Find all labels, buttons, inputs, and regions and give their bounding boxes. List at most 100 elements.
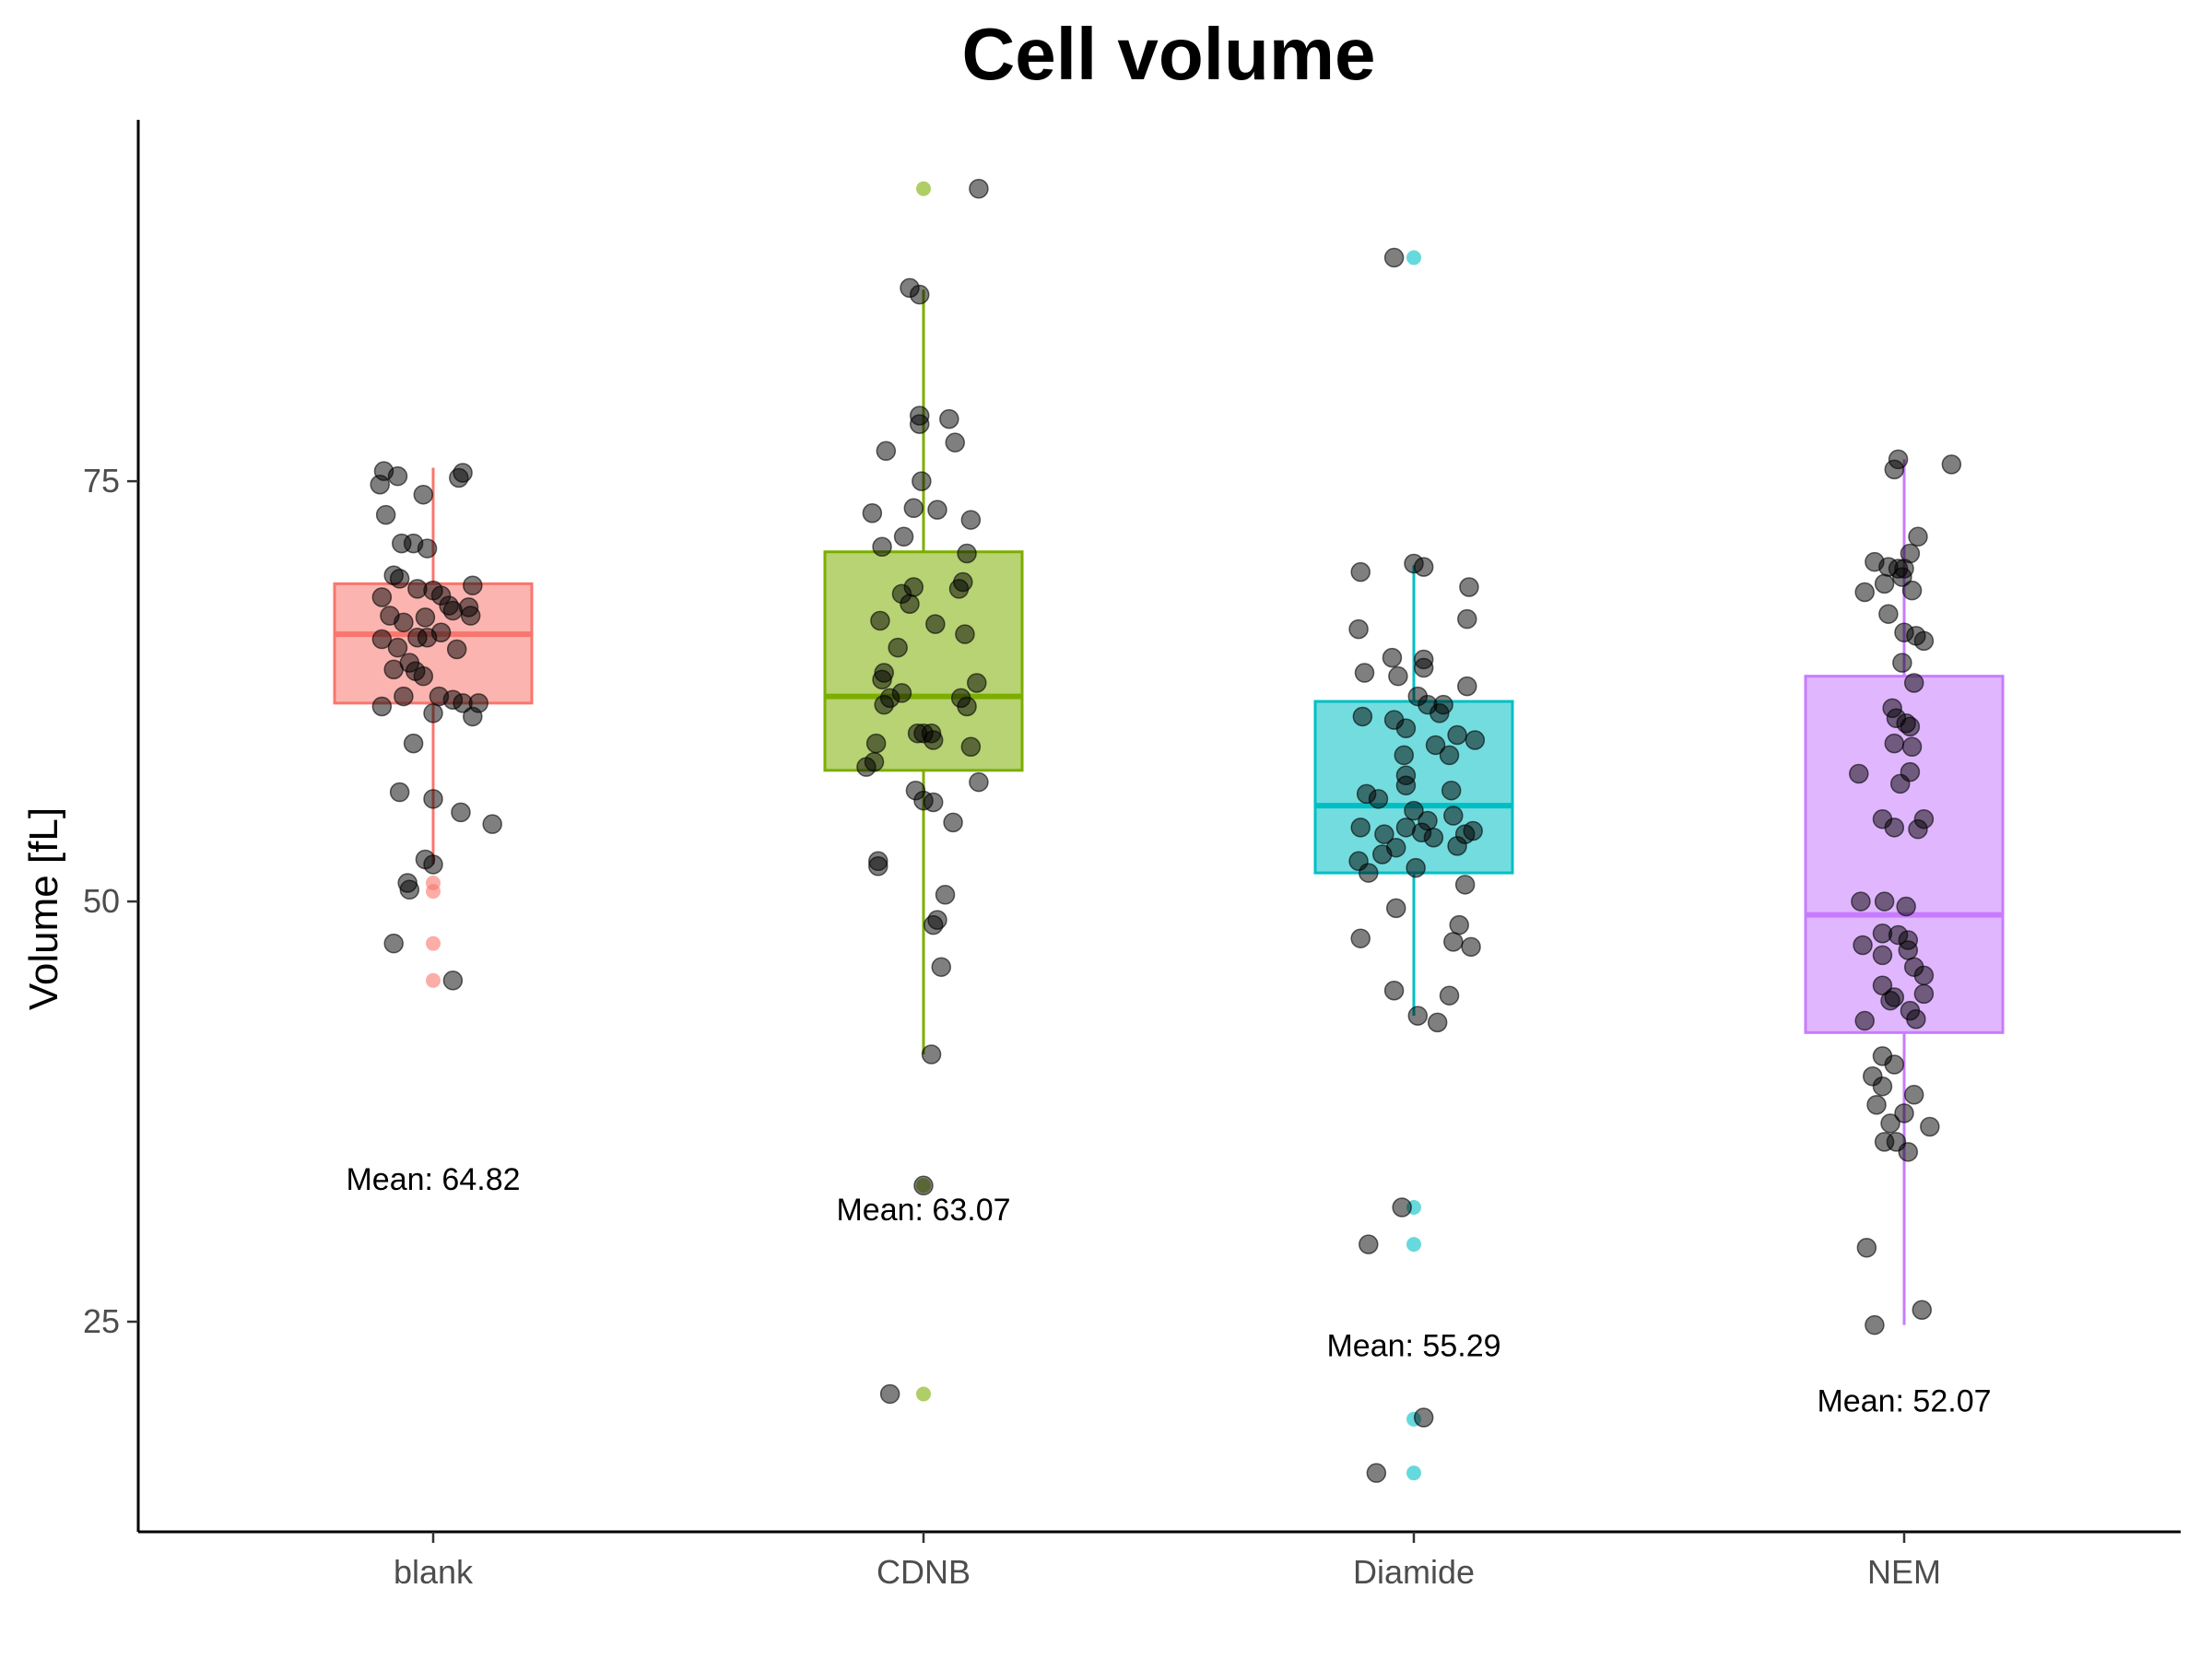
data-point xyxy=(1383,247,1405,268)
data-point xyxy=(1906,1008,1926,1030)
data-point xyxy=(1889,773,1911,794)
data-point xyxy=(1388,665,1408,687)
data-point xyxy=(900,594,920,615)
mean-label: Mean: 52.07 xyxy=(1817,1384,1991,1419)
data-point xyxy=(1903,1085,1924,1105)
data-point xyxy=(1913,965,1935,986)
y-tick-label: 25 xyxy=(83,1302,120,1340)
data-point xyxy=(1884,459,1905,480)
data-point xyxy=(923,792,944,813)
data-point xyxy=(1459,577,1479,597)
data-point xyxy=(1854,582,1875,603)
data-point xyxy=(1853,935,1873,956)
data-point xyxy=(1465,730,1486,750)
data-point xyxy=(1898,1142,1919,1162)
boxplot-cdnb: Mean: 63.07 xyxy=(823,179,1024,1405)
data-point xyxy=(1350,561,1371,582)
data-point xyxy=(1894,1103,1914,1124)
data-point xyxy=(1461,936,1481,958)
data-point xyxy=(1884,1054,1905,1075)
data-point xyxy=(442,971,464,991)
data-point xyxy=(1901,736,1923,758)
data-point xyxy=(913,1175,934,1196)
data-point xyxy=(415,607,436,628)
data-point xyxy=(1878,604,1899,624)
data-point xyxy=(417,538,438,559)
data-point xyxy=(1913,983,1935,1005)
data-point xyxy=(482,814,502,834)
data-point xyxy=(1920,1116,1940,1137)
data-point xyxy=(925,614,946,634)
data-point xyxy=(879,1383,900,1405)
data-point xyxy=(387,465,408,487)
data-point xyxy=(1359,863,1379,883)
y-tick-label: 75 xyxy=(83,462,120,500)
x-tick-label: Diamide xyxy=(1353,1553,1475,1591)
data-point xyxy=(868,856,888,877)
data-point xyxy=(1913,630,1935,652)
data-point xyxy=(1441,780,1462,801)
data-point xyxy=(463,575,483,595)
boxplot-blank: Mean: 64.82 xyxy=(333,461,534,1197)
data-point xyxy=(371,587,393,607)
data-point xyxy=(1896,896,1916,917)
data-point xyxy=(1394,745,1415,766)
data-point xyxy=(1350,928,1371,948)
data-point xyxy=(955,624,975,644)
data-point xyxy=(1443,932,1464,952)
data-point xyxy=(931,957,952,977)
data-point xyxy=(1366,1463,1387,1483)
data-point xyxy=(957,696,977,717)
data-point xyxy=(1849,763,1869,784)
data-point xyxy=(1856,1238,1877,1258)
mean-label: Mean: 64.82 xyxy=(346,1162,520,1197)
data-point xyxy=(969,179,989,199)
data-point xyxy=(1395,775,1417,795)
data-point xyxy=(1880,990,1900,1011)
data-point xyxy=(451,802,471,823)
data-point xyxy=(948,579,970,599)
plot-area: Mean: 64.82 Mean: 63.07 Mean: 55.29 Mean: 5… xyxy=(333,179,2005,1483)
data-point xyxy=(1359,1234,1379,1254)
box xyxy=(1804,675,2005,1034)
data-point xyxy=(371,696,393,717)
data-point xyxy=(375,504,396,525)
data-point xyxy=(909,414,930,434)
data-point xyxy=(923,730,944,750)
data-point xyxy=(1884,733,1905,754)
mean-label: Mean: 55.29 xyxy=(1326,1329,1500,1364)
data-point xyxy=(1374,824,1394,844)
data-point xyxy=(1901,580,1923,601)
boxplot-nem: Mean: 52.07 xyxy=(1804,449,2005,1419)
data-point xyxy=(1892,567,1912,587)
y-axis-label: Volume [fL] xyxy=(21,807,66,1010)
outlier-point xyxy=(426,972,441,988)
data-point xyxy=(927,500,947,520)
data-point xyxy=(1383,980,1405,1001)
data-point xyxy=(446,639,467,660)
data-point xyxy=(1382,647,1403,668)
data-point xyxy=(430,622,452,643)
data-point xyxy=(1866,1095,1887,1115)
outlier-point xyxy=(1406,1465,1421,1481)
data-point xyxy=(1385,898,1406,919)
data-point xyxy=(442,600,464,621)
data-point xyxy=(1454,875,1476,895)
data-point xyxy=(1395,718,1417,738)
data-point xyxy=(960,736,982,758)
data-point xyxy=(1449,914,1469,935)
outlier-point xyxy=(426,884,441,900)
data-point xyxy=(862,503,883,524)
data-point xyxy=(1908,818,1928,840)
data-point xyxy=(923,914,944,935)
data-point xyxy=(1372,844,1393,865)
data-point xyxy=(1900,716,1921,737)
data-point xyxy=(856,757,877,777)
data-point xyxy=(423,854,443,875)
data-point xyxy=(1941,454,1962,475)
data-point xyxy=(872,669,892,690)
data-point xyxy=(1457,608,1477,629)
data-point xyxy=(1447,836,1467,856)
data-point xyxy=(888,637,908,658)
x-tick-label: CDNB xyxy=(877,1553,971,1591)
